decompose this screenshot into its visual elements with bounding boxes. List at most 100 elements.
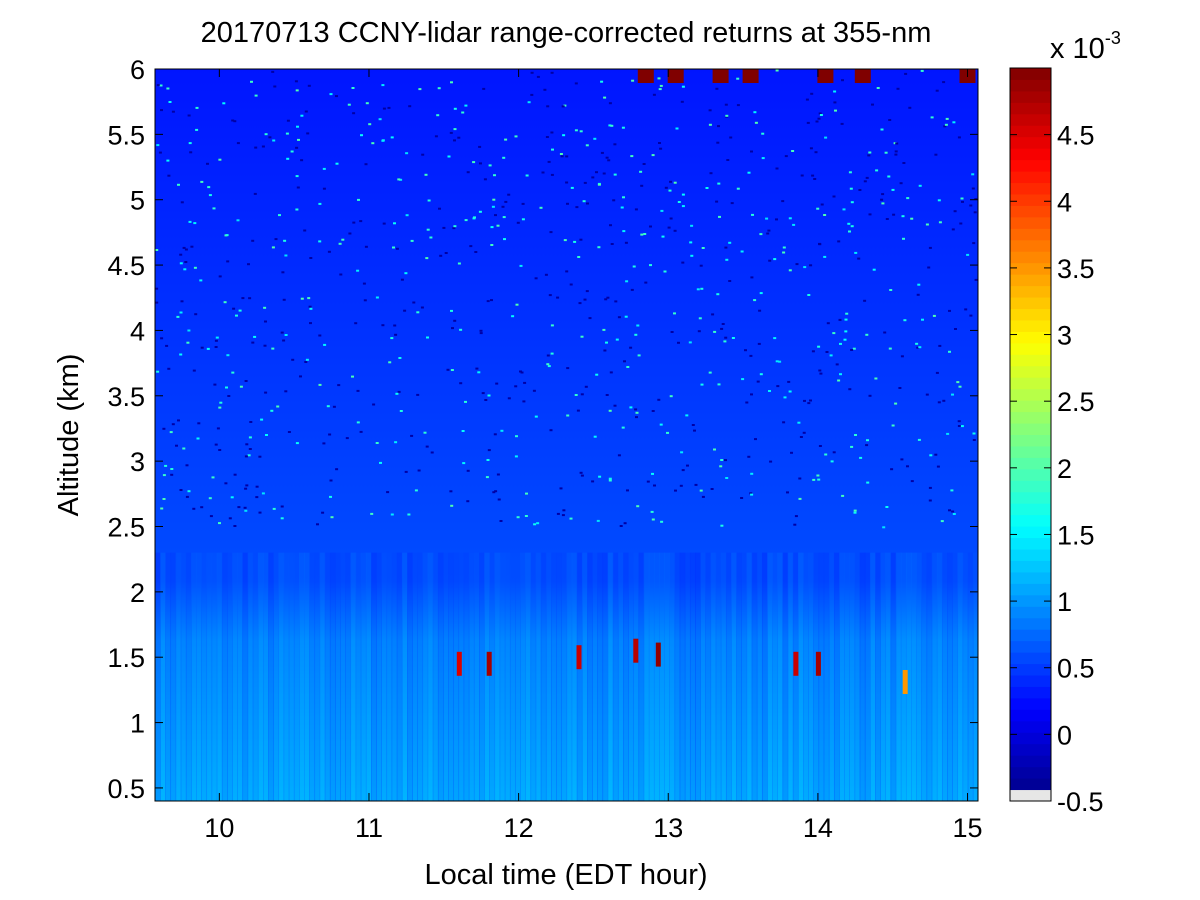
noise-pixel <box>322 167 326 170</box>
noise-pixel <box>798 477 802 480</box>
noise-pixel <box>853 511 857 514</box>
noise-pixel <box>701 495 705 498</box>
noise-pixel <box>214 443 218 446</box>
colorbar-segment <box>1010 274 1051 287</box>
noise-pixel <box>935 371 939 374</box>
noise-pixel <box>649 225 652 228</box>
noise-pixel <box>745 401 749 404</box>
time-column <box>921 552 928 801</box>
noise-pixel <box>244 380 248 382</box>
time-column <box>803 552 809 801</box>
noise-pixel <box>710 488 714 490</box>
time-column <box>818 552 825 801</box>
noise-pixel <box>794 515 798 518</box>
noise-pixel <box>972 439 976 441</box>
noise-pixel <box>167 174 171 177</box>
noise-pixel <box>751 213 754 216</box>
noise-pixel <box>709 172 713 175</box>
noise-pixel <box>426 228 430 231</box>
noise-pixel <box>936 465 940 468</box>
noise-pixel <box>382 107 386 110</box>
noise-pixel <box>868 394 872 397</box>
noise-pixel <box>669 180 672 183</box>
noise-pixel <box>386 491 390 494</box>
noise-pixel <box>726 159 730 161</box>
noise-pixel <box>566 414 570 417</box>
noise-pixel <box>197 422 201 425</box>
noise-pixel <box>736 187 740 190</box>
time-column <box>407 552 413 801</box>
noise-pixel <box>630 288 634 291</box>
noise-pixel <box>659 147 663 150</box>
noise-pixel <box>788 217 792 220</box>
noise-pixel <box>176 315 180 318</box>
noise-pixel <box>887 175 891 178</box>
noise-pixel <box>412 301 416 304</box>
noise-pixel <box>184 261 188 263</box>
noise-pixel <box>596 519 600 522</box>
noise-pixel <box>713 448 716 451</box>
time-column <box>211 552 218 801</box>
noise-pixel <box>681 261 685 264</box>
noise-pixel <box>635 416 638 419</box>
time-column <box>623 552 629 801</box>
noise-pixel <box>951 228 955 231</box>
colorbar-segment <box>1010 171 1051 184</box>
time-column <box>180 552 187 801</box>
noise-pixel <box>282 298 286 301</box>
x-tick-label: 15 <box>953 813 983 843</box>
heatmap-background <box>155 69 978 801</box>
noise-pixel <box>399 178 403 181</box>
noise-pixel <box>823 255 827 258</box>
colorbar-segment <box>1010 457 1051 470</box>
noise-pixel <box>255 485 259 488</box>
noise-pixel <box>725 258 729 261</box>
noise-pixel <box>230 496 234 499</box>
noise-pixel <box>854 251 858 254</box>
noise-pixel <box>700 383 704 386</box>
noise-pixel <box>759 292 763 295</box>
noise-pixel <box>490 244 494 246</box>
noise-pixel <box>547 365 551 368</box>
time-column <box>916 552 923 801</box>
colorbar-segment <box>1010 308 1051 321</box>
noise-pixel <box>368 123 372 126</box>
noise-pixel <box>574 394 578 396</box>
noise-pixel <box>394 441 398 444</box>
time-column <box>396 552 403 801</box>
noise-pixel <box>549 429 553 432</box>
noise-pixel <box>523 381 527 384</box>
noise-pixel <box>961 200 964 203</box>
noise-pixel <box>718 215 721 218</box>
noise-pixel <box>754 121 758 124</box>
noise-pixel <box>634 208 638 211</box>
noise-pixel <box>514 385 518 388</box>
noise-pixel <box>335 468 339 471</box>
noise-pixel <box>643 233 647 235</box>
noise-pixel <box>186 341 190 344</box>
noise-pixel <box>188 142 192 145</box>
noise-pixel <box>534 415 538 418</box>
noise-pixel <box>444 252 448 254</box>
noise-pixel <box>929 454 933 457</box>
noise-pixel <box>803 266 807 269</box>
noise-pixel <box>184 248 188 251</box>
noise-pixel <box>565 181 569 184</box>
noise-pixel <box>854 434 857 436</box>
noise-pixel <box>156 84 160 87</box>
time-column <box>587 552 593 801</box>
noise-pixel <box>561 514 565 517</box>
noise-pixel <box>352 221 356 224</box>
noise-pixel <box>651 154 655 157</box>
noise-pixel <box>612 199 616 202</box>
noise-pixel <box>381 324 385 327</box>
noise-pixel <box>694 483 698 486</box>
noise-pixel <box>397 178 401 181</box>
noise-pixel <box>617 454 621 457</box>
noise-pixel <box>585 144 589 147</box>
noise-pixel <box>951 510 955 513</box>
noise-pixel <box>721 323 725 325</box>
noise-pixel <box>617 316 621 319</box>
noise-pixel <box>309 257 313 259</box>
noise-pixel <box>807 402 811 405</box>
